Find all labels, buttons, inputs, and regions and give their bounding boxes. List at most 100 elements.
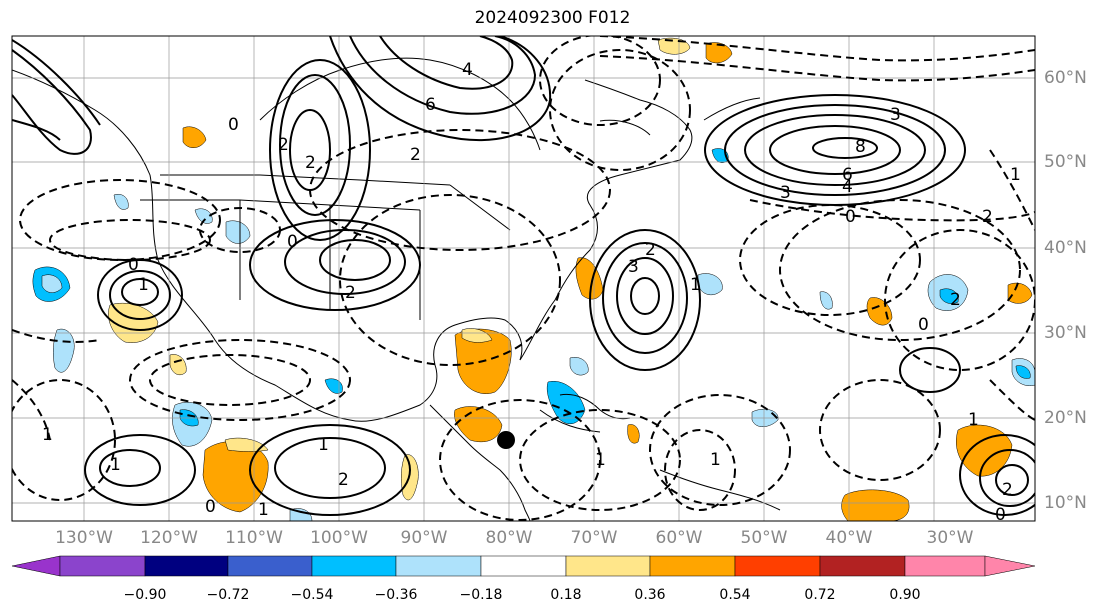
- longitude-label: 30°W: [926, 528, 974, 548]
- contour-label: 2: [982, 207, 993, 227]
- cool-anomaly: [194, 208, 213, 224]
- colorbar-tick-label: 0.90: [889, 587, 921, 603]
- latitude-label: 50°N: [1044, 152, 1087, 172]
- longitude-label: 120°W: [140, 528, 198, 548]
- colorbar-swatch: [59, 555, 146, 577]
- warm-anomaly: [841, 489, 910, 521]
- cool-anomaly: [41, 274, 63, 293]
- contour-label: 1: [690, 275, 701, 295]
- colorbar-max-arrow: [984, 555, 1036, 577]
- shaded-anomalies: [32, 37, 1035, 521]
- colorbar-tick-label: −0.72: [206, 587, 250, 603]
- colorbar-swatch: [227, 555, 313, 577]
- cool-anomaly: [939, 288, 959, 304]
- map-title: 2024092300 F012: [474, 8, 631, 28]
- contour-label: 2: [410, 145, 421, 165]
- contour-label: 3: [780, 183, 791, 203]
- colorbar-swatch: [734, 555, 821, 577]
- graticule: [12, 36, 1035, 521]
- contour-label: 0: [228, 115, 239, 135]
- contour-label: 2: [645, 240, 656, 260]
- contour-label: 1: [318, 435, 329, 455]
- cool-anomaly: [324, 378, 343, 394]
- negative-contours: [12, 36, 1035, 521]
- latitude-label: 10°N: [1044, 493, 1087, 513]
- cool-anomaly: [819, 291, 833, 310]
- longitude-label: 100°W: [310, 528, 368, 548]
- contour-label: 2: [278, 135, 289, 155]
- warm-anomaly: [169, 354, 187, 376]
- contour-label: 1: [258, 500, 269, 520]
- longitude-label: 80°W: [485, 528, 533, 548]
- map-plot-area: 2 2 0 6 4 2 3 8 6 4 3 0 2 1 0 2 2 3 1 0 …: [12, 36, 1035, 521]
- longitude-label: 90°W: [400, 528, 448, 548]
- warm-anomaly: [956, 424, 1013, 477]
- colorbar-swatch: [395, 555, 482, 577]
- longitude-label: 110°W: [225, 528, 283, 548]
- contour-label: 2: [1002, 480, 1013, 500]
- colorbar-tick-label: −0.36: [374, 587, 418, 603]
- colorbar-swatch: [311, 555, 397, 577]
- warm-anomaly: [224, 437, 269, 452]
- contour-label: 2: [338, 470, 349, 490]
- cool-anomaly: [569, 357, 589, 376]
- cool-anomaly: [225, 220, 251, 244]
- contour-label: 4: [842, 177, 853, 197]
- contour-label: 0: [287, 232, 298, 252]
- colorbar-tick-label: 0.18: [550, 587, 582, 603]
- longitude-label: 130°W: [55, 528, 113, 548]
- colorbar-swatch: [819, 555, 906, 577]
- contour-label: 8: [855, 137, 866, 157]
- contour-label: 3: [628, 257, 639, 277]
- warm-anomaly: [627, 424, 640, 444]
- contour-label: 1: [138, 275, 149, 295]
- latitude-label: 30°N: [1044, 323, 1087, 343]
- colorbar-tick-label: 0.54: [719, 587, 751, 603]
- colorbar-tick-label: 0.72: [804, 587, 836, 603]
- contour-label: 2: [305, 153, 316, 173]
- cool-anomaly: [113, 194, 129, 210]
- colorbar-tick-label: 0.36: [634, 587, 666, 603]
- contour-labels: 2 2 0 6 4 2 3 8 6 4 3 0 2 1 0 2 2 3 1 0 …: [42, 60, 1021, 521]
- contour-label: 2: [345, 283, 356, 303]
- contour-label: 6: [425, 95, 436, 115]
- coastlines: [12, 57, 781, 521]
- colorbar-swatch: [565, 555, 651, 577]
- latitude-label: 60°N: [1044, 68, 1087, 88]
- longitude-label: 50°W: [740, 528, 788, 548]
- contour-label: 3: [890, 105, 901, 125]
- contour-label: 0: [918, 315, 929, 335]
- contour-label: 1: [710, 450, 721, 470]
- contour-label: 2: [950, 290, 961, 310]
- contour-label: 4: [462, 60, 473, 80]
- cool-anomaly: [546, 380, 586, 425]
- contour-label: 1: [110, 455, 121, 475]
- contour-label: 1: [1010, 165, 1021, 185]
- contour-label: 0: [845, 207, 856, 227]
- cool-anomaly: [1015, 365, 1031, 379]
- colorbar-swatch: [904, 555, 986, 577]
- warm-anomaly: [182, 126, 207, 148]
- colorbar-tick-label: −0.18: [459, 587, 503, 603]
- positive-contours: [12, 36, 1035, 516]
- warm-anomaly: [461, 328, 493, 343]
- colorbar-tick-label: −0.54: [290, 587, 334, 603]
- contour-label: 1: [968, 410, 979, 430]
- storm-center-marker: [497, 431, 515, 449]
- contour-label: 0: [128, 255, 139, 275]
- contour-label: 0: [205, 497, 216, 517]
- longitude-label: 40°W: [825, 528, 873, 548]
- colorbar-swatch: [480, 555, 567, 577]
- colorbar: [11, 555, 1036, 577]
- map-frame: [11, 35, 1036, 522]
- longitude-label: 60°W: [655, 528, 703, 548]
- colorbar-swatch: [649, 555, 736, 577]
- warm-anomaly: [705, 42, 733, 64]
- contour-label: 6: [842, 165, 853, 185]
- latitude-label: 20°N: [1044, 408, 1087, 428]
- colorbar-tick-label: −0.90: [123, 587, 167, 603]
- latitude-label: 40°N: [1044, 238, 1087, 258]
- longitude-label: 70°W: [570, 528, 618, 548]
- contour-label: 1: [42, 425, 53, 445]
